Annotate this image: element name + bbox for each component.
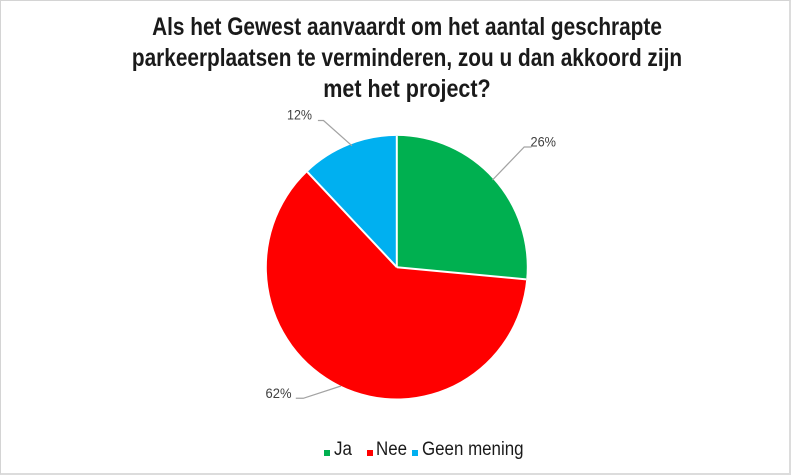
svg-text:12%: 12% [287, 107, 312, 123]
svg-text:26%: 26% [531, 134, 557, 150]
svg-text:62%: 62% [266, 385, 292, 401]
